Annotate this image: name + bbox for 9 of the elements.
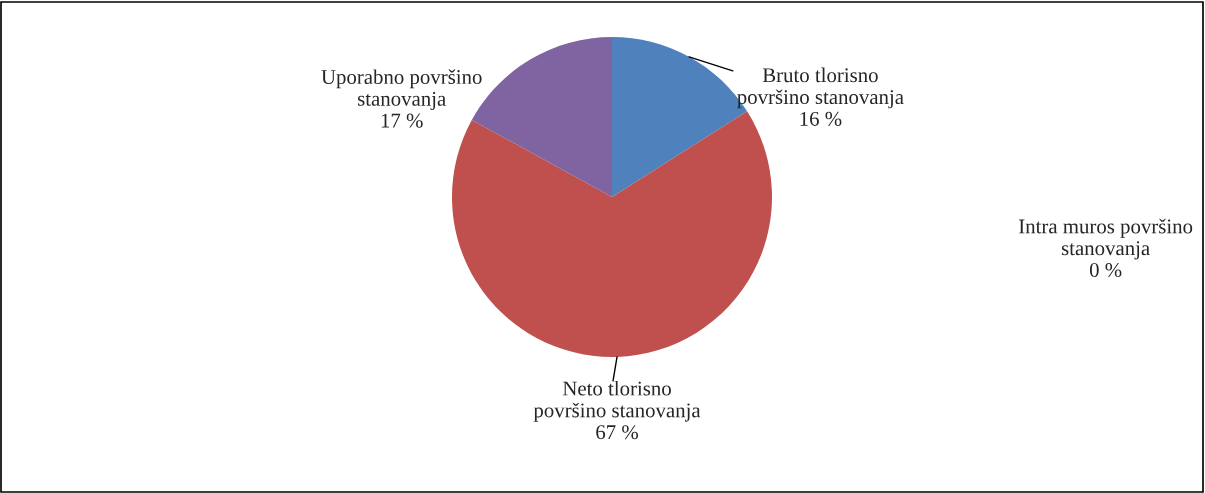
data-label: 16 % [800, 111, 842, 126]
pie-slice [452, 111, 772, 357]
text: 0 % [1089, 262, 1122, 278]
category-label: Intra muros površino stanovanja [1019, 218, 1193, 260]
data-label: 17 % [381, 113, 423, 128]
data-label: 67 % [596, 425, 639, 440]
slice-label: Neto tlorisno površino stanovanja [533, 380, 701, 422]
slice-label: Bruto tlorisno površino stanovanja [737, 67, 904, 109]
slice-label: Uporabno površino stanovanja [321, 69, 482, 111]
